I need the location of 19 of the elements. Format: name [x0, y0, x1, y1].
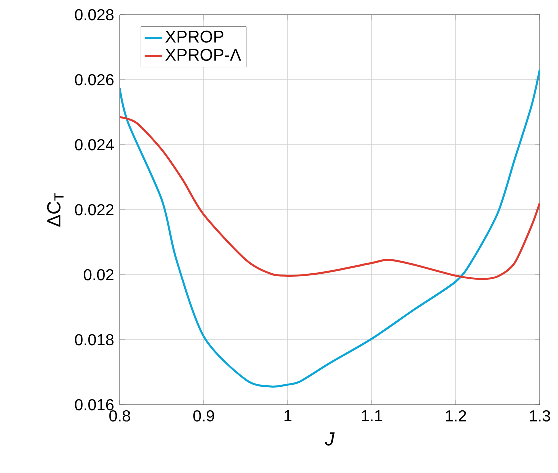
x-tick-label: 1.3 [530, 410, 550, 422]
x-tick-label: 1.2 [446, 410, 466, 422]
x-tick-label: 0.9 [194, 410, 214, 422]
legend-label: XPROP [166, 30, 224, 43]
y-tick-label: 0.024 [75, 139, 114, 151]
x-tick-label: 1 [284, 410, 292, 422]
y-tick-label: 0.022 [75, 204, 114, 216]
line-series [120, 68, 540, 388]
y-tick-label: 0.028 [75, 9, 114, 21]
y-tick-label: 0.02 [84, 269, 114, 281]
y-tick-label: 0.016 [75, 399, 114, 411]
x-axis-title: J [325, 432, 335, 446]
y-tick-label: 0.018 [75, 334, 114, 346]
x-tick-label: 1.1 [362, 410, 382, 422]
y-tick-label: 0.026 [75, 74, 114, 86]
y-axis-title: ΔC$_{T}$ [47, 193, 64, 227]
line-series [120, 116, 540, 280]
x-tick-label: 0.8 [110, 410, 130, 422]
legend-label: XPROP-Λ [166, 49, 242, 62]
